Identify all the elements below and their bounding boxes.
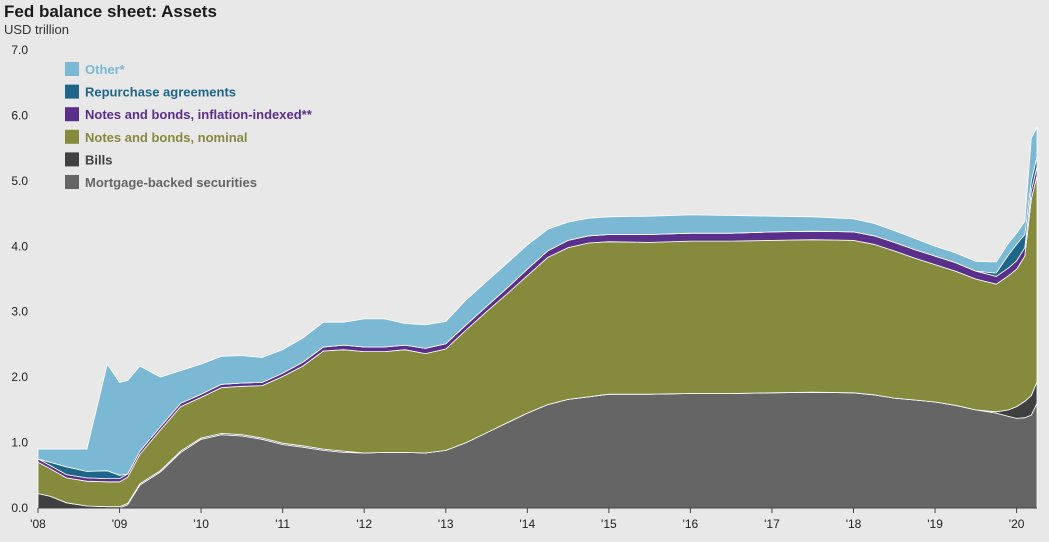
y-tick-label: 2.0 — [11, 370, 28, 384]
x-tick-label: '14 — [519, 517, 535, 531]
x-tick-label: '19 — [927, 517, 943, 531]
x-tick-label: '13 — [438, 517, 454, 531]
legend-swatch — [65, 62, 79, 76]
x-tick-label: '11 — [275, 517, 290, 531]
legend-item-bills: Bills — [65, 152, 112, 167]
legend-item-mortgage-backed-securities: Mortgage-backed securities — [65, 175, 257, 190]
x-tick-label: '18 — [846, 517, 862, 531]
y-tick-label: 6.0 — [11, 108, 28, 122]
legend-item-notes-and-bonds-inflation-indexed: Notes and bonds, inflation-indexed** — [65, 107, 313, 122]
y-tick-label: 4.0 — [11, 239, 28, 253]
legend-item-notes-and-bonds-nominal: Notes and bonds, nominal — [65, 129, 248, 145]
legend-label: Notes and bonds, nominal — [85, 130, 248, 145]
legend-label: Mortgage-backed securities — [85, 175, 257, 190]
x-tick-label: '15 — [601, 517, 617, 531]
chart-subtitle: USD trillion — [4, 22, 70, 37]
y-tick-label: 1.0 — [11, 436, 28, 450]
chart-title: Fed balance sheet: Assets — [4, 2, 217, 21]
legend-swatch — [65, 175, 79, 189]
x-tick-label: '10 — [193, 517, 209, 531]
y-tick-label: 0.0 — [11, 501, 28, 515]
x-tick-label: '09 — [112, 517, 128, 531]
x-tick-label: '08 — [30, 517, 46, 531]
legend-label: Other* — [85, 62, 126, 77]
legend-swatch — [65, 84, 79, 99]
y-tick-label: 3.0 — [11, 305, 28, 319]
legend-swatch — [65, 152, 79, 167]
x-tick-label: '17 — [764, 517, 780, 531]
x-tick-label: '12 — [356, 517, 372, 531]
legend-swatch — [65, 129, 79, 144]
legend-swatch — [65, 107, 79, 122]
legend-label: Repurchase agreements — [85, 85, 236, 100]
x-tick-label: '16 — [683, 517, 699, 531]
legend-item-repurchase-agreements: Repurchase agreements — [65, 84, 236, 100]
legend-label: Bills — [85, 152, 112, 167]
x-tick-label: '20 — [1009, 517, 1025, 531]
y-tick-label: 5.0 — [11, 174, 28, 188]
area-other — [37, 127, 1038, 476]
legend: Other* Repurchase agreements Notes and bon… — [65, 62, 313, 190]
legend-label: Notes and bonds, inflation-indexed** — [85, 107, 313, 122]
area-layers — [37, 127, 1038, 509]
legend-item-other: Other* — [65, 62, 126, 77]
axes: 0.0 1.0 2.0 3.0 4.0 5.0 6.0 7.0 '08 '09 '10 '11 '12 '… — [11, 43, 1037, 531]
y-tick-label: 7.0 — [11, 43, 28, 57]
